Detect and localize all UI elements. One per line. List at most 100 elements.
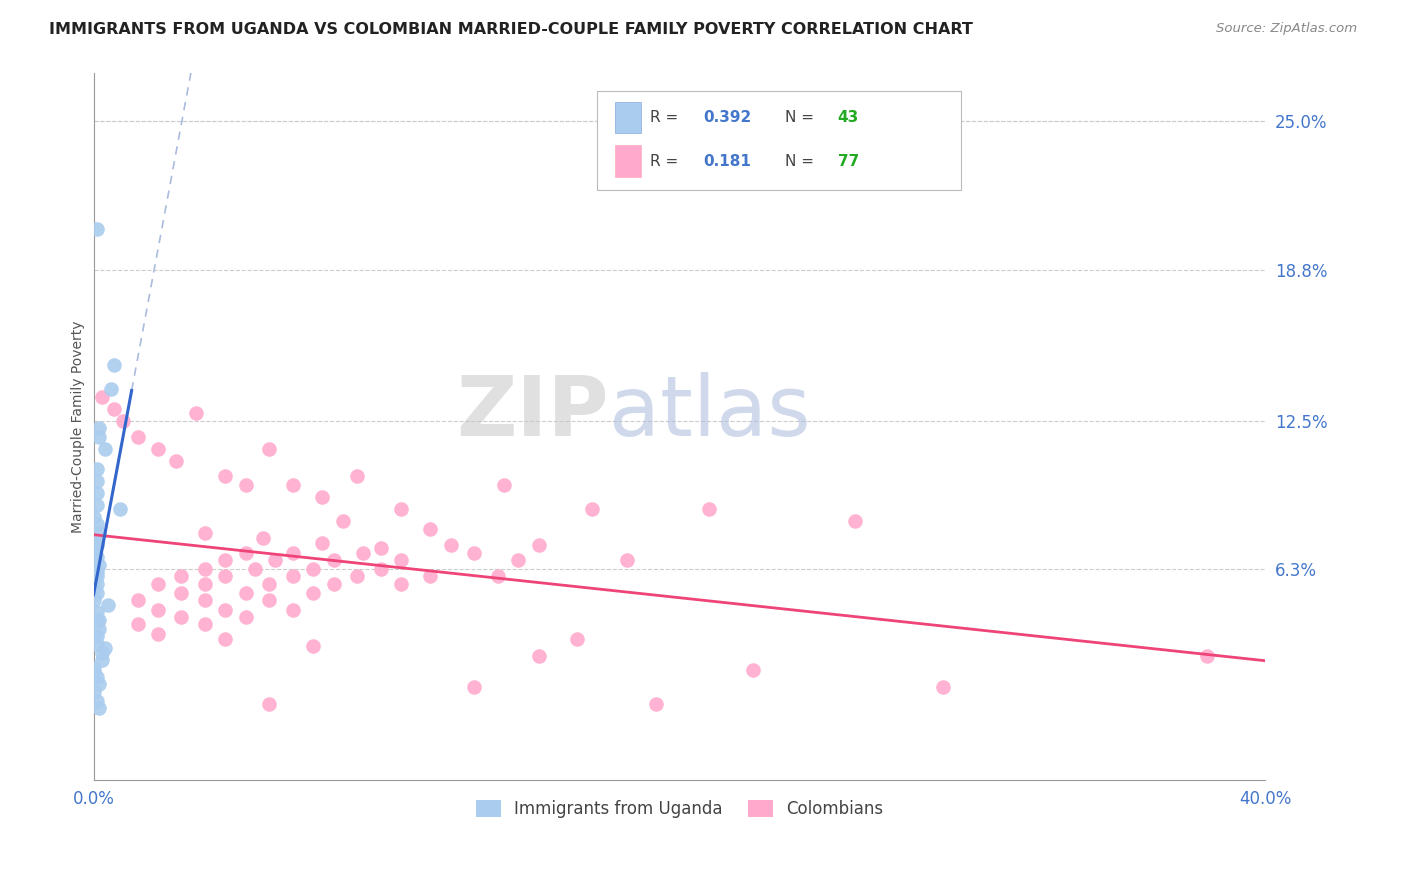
Point (86, 498, 108, 512)
Legend: Immigrants from Uganda, Colombians: Immigrants from Uganda, Colombians (470, 794, 890, 825)
Point (281, 545, 304, 559)
Point (97, 599, 120, 613)
Point (86, 474, 108, 488)
Point (1195, 648, 1218, 663)
Point (91, 646, 114, 660)
Point (616, 552, 638, 566)
Point (83, 550, 105, 565)
Point (214, 603, 236, 617)
Point (86, 538, 108, 552)
Point (108, 502, 131, 516)
Point (86, 613, 108, 627)
Point (214, 632, 236, 646)
Point (165, 454, 187, 468)
Point (86, 569, 108, 583)
Point (146, 576, 169, 591)
Point (259, 697, 281, 711)
Point (86, 222, 108, 236)
Point (111, 414, 134, 428)
Text: R =: R = (650, 154, 683, 169)
Point (844, 514, 866, 528)
Point (146, 442, 169, 457)
Point (89, 430, 111, 444)
Point (281, 478, 304, 492)
Point (332, 514, 354, 528)
Point (83, 629, 105, 643)
Point (259, 442, 281, 457)
Text: N =: N = (785, 110, 818, 125)
Point (94, 442, 117, 457)
Bar (614, 145, 641, 178)
Point (697, 502, 720, 516)
Point (259, 576, 281, 591)
Point (170, 586, 193, 600)
Point (89, 622, 111, 636)
Point (322, 552, 344, 566)
Point (91, 390, 114, 404)
Point (86, 637, 108, 651)
Point (311, 536, 333, 550)
Point (127, 617, 149, 632)
Point (741, 663, 763, 677)
Point (440, 538, 463, 552)
Point (281, 603, 304, 617)
Point (83, 582, 105, 596)
Point (389, 576, 412, 591)
Point (214, 552, 236, 566)
Point (89, 558, 111, 572)
Text: 0.181: 0.181 (703, 154, 751, 169)
Point (235, 545, 257, 559)
Point (302, 562, 325, 576)
Point (419, 569, 441, 583)
Point (264, 552, 287, 566)
Point (214, 468, 236, 483)
Point (86, 565, 108, 579)
Text: 77: 77 (838, 154, 859, 169)
Text: R =: R = (650, 110, 683, 125)
Point (146, 627, 169, 641)
Point (103, 401, 125, 416)
Point (235, 610, 257, 624)
Point (194, 562, 217, 576)
Point (194, 617, 217, 632)
Point (89, 677, 111, 691)
Point (581, 502, 603, 516)
Point (100, 383, 122, 397)
Point (370, 562, 392, 576)
Point (170, 569, 193, 583)
Point (89, 701, 111, 715)
Point (83, 660, 105, 674)
Point (89, 526, 111, 541)
Point (91, 653, 114, 667)
Y-axis label: Married-Couple Family Poverty: Married-Couple Family Poverty (72, 320, 86, 533)
Point (352, 545, 374, 559)
Text: IMMIGRANTS FROM UGANDA VS COLOMBIAN MARRIED-COUPLE FAMILY POVERTY CORRELATION CH: IMMIGRANTS FROM UGANDA VS COLOMBIAN MARR… (49, 22, 973, 37)
Bar (614, 102, 641, 134)
Point (463, 680, 485, 694)
Point (103, 359, 125, 373)
Point (86, 670, 108, 684)
Point (86, 629, 108, 643)
Point (83, 684, 105, 698)
Point (527, 538, 550, 552)
Point (302, 639, 325, 653)
Point (194, 576, 217, 591)
Point (311, 491, 333, 505)
Point (370, 541, 392, 555)
Point (492, 478, 515, 492)
Text: 0.392: 0.392 (703, 110, 751, 125)
Point (146, 603, 169, 617)
Point (346, 569, 368, 583)
Point (127, 593, 149, 607)
Point (86, 694, 108, 708)
Point (194, 593, 217, 607)
Point (389, 502, 412, 516)
Point (86, 485, 108, 500)
Point (184, 407, 207, 421)
Point (389, 552, 412, 566)
Text: ZIP: ZIP (457, 372, 609, 453)
Point (235, 586, 257, 600)
Point (508, 552, 530, 566)
Point (89, 421, 111, 435)
Point (170, 610, 193, 624)
